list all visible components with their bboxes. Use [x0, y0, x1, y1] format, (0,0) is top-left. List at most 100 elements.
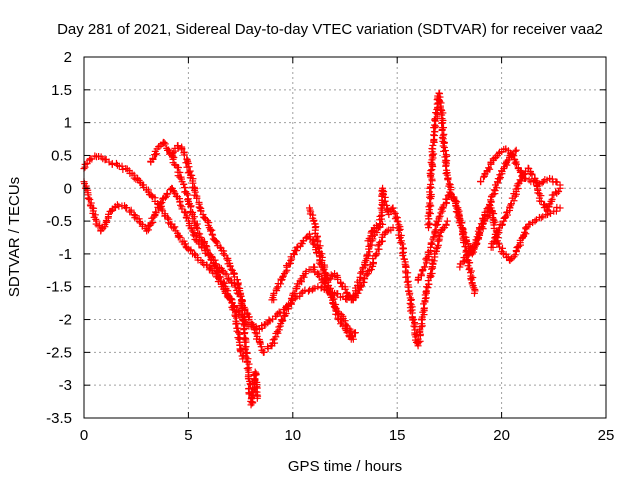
x-tick-labels: 0 5 10 15 20 25: [80, 427, 615, 444]
data-point-track-h: [427, 202, 435, 210]
data-point-track-b: [188, 227, 196, 235]
data-point-track-l: [498, 220, 506, 228]
data-point-track-b: [156, 200, 164, 208]
data-point-track-b: [282, 309, 290, 317]
data-point-track-e: [327, 271, 335, 279]
data-point-track-d: [243, 349, 251, 357]
data-point-track-d: [236, 291, 244, 299]
data-point-track-k: [511, 159, 519, 167]
data-point-track-l: [527, 169, 535, 177]
data-point-track-k: [486, 165, 494, 173]
data-point-track-b: [113, 201, 121, 209]
data-point-track-b: [300, 273, 308, 281]
x-tick-label: 0: [80, 427, 88, 444]
y-tick-label: -2: [59, 312, 72, 329]
data-point-track-a: [265, 316, 273, 324]
data-point-track-h: [436, 98, 444, 106]
data-point-track-i: [453, 208, 461, 216]
data-point-track-f: [337, 318, 345, 326]
data-point-track-g: [368, 227, 376, 235]
data-point-track-a: [367, 266, 375, 274]
data-point-track-b: [287, 300, 295, 308]
data-point-track-h: [438, 126, 446, 134]
data-point-track-d: [221, 251, 229, 259]
data-point-track-e: [273, 284, 281, 292]
data-point-track-c: [213, 268, 221, 276]
data-point-track-i: [470, 289, 478, 297]
data-point-track-b: [130, 211, 138, 219]
data-point-track-k: [510, 152, 518, 160]
data-point-track-k: [479, 173, 487, 181]
data-point-track-a: [311, 284, 319, 292]
data-point-track-g: [443, 217, 451, 225]
data-point-track-g: [430, 257, 438, 265]
data-point-track-f: [315, 245, 323, 253]
y-tick-label: -3.5: [46, 410, 72, 427]
data-point-track-a: [88, 155, 96, 163]
y-tick-label: 0.5: [51, 147, 72, 164]
y-tick-label: -3: [59, 377, 72, 394]
data-point-track-h: [426, 210, 434, 218]
data-point-track-g: [405, 291, 413, 299]
data-point-track-i: [470, 284, 478, 292]
data-point-track-e: [337, 279, 345, 287]
data-point-track-g: [399, 248, 407, 256]
data-point-track-l: [517, 177, 525, 185]
data-point-track-g: [422, 288, 430, 296]
data-point-track-h: [512, 146, 520, 154]
data-point-track-a: [369, 259, 377, 267]
data-point-track-g: [399, 252, 407, 260]
x-tick-label: 25: [598, 427, 615, 444]
data-point-track-j: [473, 239, 481, 247]
data-point-track-a: [374, 242, 382, 250]
x-tick-label: 10: [284, 427, 301, 444]
y-tick-label: 1.5: [51, 82, 72, 99]
data-point-track-h: [432, 109, 440, 117]
data-point-track-g: [394, 218, 402, 226]
data-point-track-c: [149, 154, 157, 162]
data-point-track-c: [216, 273, 224, 281]
data-point-track-a: [304, 287, 312, 295]
data-point-track-l: [556, 184, 564, 192]
data-point-track-a: [176, 233, 184, 241]
data-point-track-j: [556, 204, 564, 212]
data-point-track-a: [314, 283, 322, 291]
data-point-track-c: [161, 140, 169, 148]
data-point-track-c: [180, 180, 188, 188]
data-point-track-i: [468, 280, 476, 288]
y-tick-label: -1: [59, 246, 72, 263]
data-point-track-h: [429, 141, 437, 149]
data-point-track-d: [216, 243, 224, 251]
data-point-track-l: [500, 214, 508, 222]
data-point-track-b: [131, 212, 139, 220]
y-tick-label: -2.5: [46, 344, 72, 361]
data-point-track-g: [419, 308, 427, 316]
data-point-track-g: [379, 189, 387, 197]
data-point-track-b: [170, 188, 178, 196]
data-point-track-d: [253, 394, 261, 402]
y-tick-label: 1: [64, 115, 72, 132]
data-point-track-i: [458, 224, 466, 232]
data-point-track-d: [193, 194, 201, 202]
data-point-track-h: [427, 167, 435, 175]
data-point-track-h: [424, 221, 432, 229]
data-point-track-c: [194, 229, 202, 237]
data-point-track-k: [513, 160, 521, 168]
data-point-track-g: [433, 244, 441, 252]
data-point-track-i: [443, 195, 451, 203]
data-point-track-c: [224, 294, 232, 302]
data-point-track-l: [545, 203, 553, 211]
data-point-track-g: [437, 227, 445, 235]
data-point-track-b: [291, 290, 299, 298]
data-point-track-e: [282, 268, 290, 276]
y-tick-label: 0: [64, 180, 72, 197]
data-point-track-b: [260, 348, 268, 356]
data-point-track-g: [376, 220, 384, 228]
data-point-track-a: [118, 162, 126, 170]
data-point-track-f: [341, 325, 349, 333]
data-point-track-j: [495, 240, 503, 248]
data-point-track-b: [84, 195, 92, 203]
data-point-track-i: [431, 227, 439, 235]
data-point-track-a: [373, 250, 381, 258]
data-point-track-j: [512, 247, 520, 255]
